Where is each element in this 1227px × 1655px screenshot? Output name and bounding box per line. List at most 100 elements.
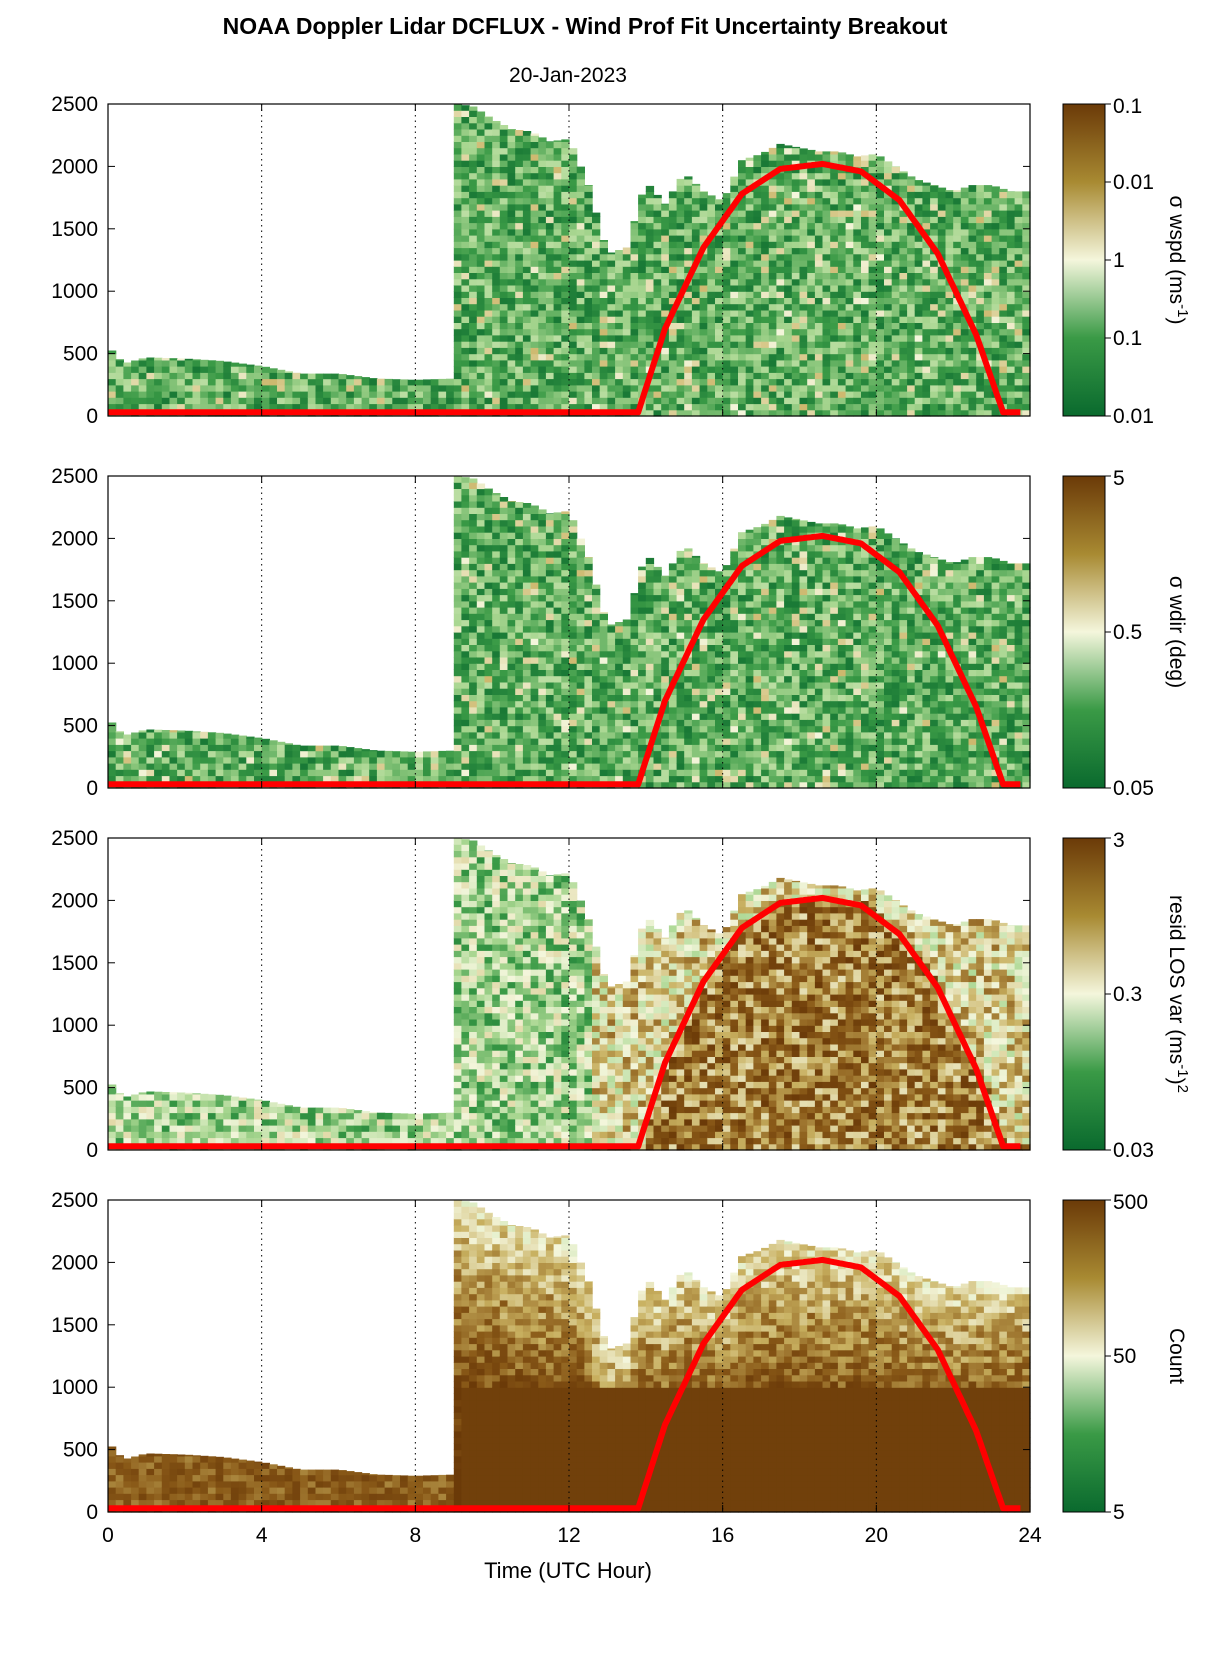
heatmap-cell — [177, 378, 186, 386]
heatmap-cell — [661, 203, 670, 211]
heatmap-cell — [476, 575, 486, 583]
heatmap-cell — [853, 391, 862, 398]
heatmap-cell — [722, 297, 731, 305]
heatmap-cell — [1014, 353, 1023, 361]
heatmap-cell — [907, 334, 916, 342]
heatmap-cell — [584, 675, 593, 683]
heatmap-cell — [738, 172, 747, 180]
heatmap-cell — [599, 397, 608, 405]
heatmap-cell — [569, 557, 578, 564]
heatmap-cell — [791, 341, 801, 348]
heatmap-cell — [738, 197, 747, 205]
heatmap-cell — [476, 111, 486, 118]
heatmap-cell — [530, 694, 539, 702]
heatmap-cell — [169, 403, 178, 411]
heatmap-cell — [569, 241, 578, 249]
heatmap-cell — [784, 397, 793, 405]
heatmap-cell — [622, 397, 632, 405]
heatmap-cell — [438, 756, 447, 764]
heatmap-cell — [645, 669, 655, 677]
heatmap-cell — [676, 197, 685, 205]
heatmap-cell — [615, 713, 624, 720]
heatmap-cell — [453, 260, 463, 267]
heatmap-cell — [745, 359, 754, 367]
heatmap-cell — [645, 657, 655, 664]
heatmap-cell — [645, 403, 655, 411]
heatmap-cell — [945, 210, 954, 217]
heatmap-cell — [738, 272, 747, 280]
heatmap-cell — [361, 384, 370, 392]
heatmap-cell — [761, 222, 770, 230]
heatmap-cell — [776, 191, 785, 199]
heatmap-cell — [937, 353, 947, 361]
heatmap-cell — [645, 359, 655, 367]
heatmap-cell — [630, 384, 639, 392]
heatmap-cell — [592, 378, 601, 386]
heatmap-cell — [653, 372, 662, 380]
heatmap-cell — [845, 359, 854, 367]
heatmap-cell — [499, 384, 509, 392]
heatmap-cell — [884, 228, 893, 236]
heatmap-cell — [684, 178, 693, 186]
heatmap-cell — [530, 253, 539, 261]
heatmap-cell — [499, 557, 509, 564]
heatmap-cell — [230, 775, 240, 783]
heatmap-cell — [960, 285, 970, 292]
heatmap-cell — [676, 713, 685, 720]
heatmap-cell — [861, 322, 870, 330]
heatmap-cell — [991, 372, 1000, 380]
heatmap-cell — [599, 353, 608, 361]
heatmap-cell — [538, 347, 547, 355]
heatmap-cell — [776, 347, 785, 355]
heatmap-cell — [884, 161, 893, 167]
heatmap-cell — [476, 519, 486, 527]
heatmap-cell — [569, 309, 578, 317]
heatmap-cell — [791, 228, 801, 236]
heatmap-cell — [861, 391, 870, 398]
heatmap-cell — [884, 409, 893, 417]
heatmap-cell — [1006, 391, 1016, 398]
heatmap-cell — [545, 191, 555, 199]
heatmap-cell — [684, 191, 693, 199]
heatmap-cell — [184, 358, 194, 361]
heatmap-cell — [638, 669, 647, 677]
heatmap-cell — [845, 297, 854, 305]
heatmap-cell — [545, 557, 555, 564]
heatmap-cell — [791, 222, 801, 230]
heatmap-cell — [907, 291, 916, 298]
heatmap-cell — [507, 222, 516, 230]
heatmap-cell — [822, 409, 831, 417]
heatmap-cell — [492, 322, 501, 330]
heatmap-cell — [545, 657, 555, 664]
heatmap-cell — [300, 378, 309, 386]
heatmap-cell — [738, 397, 747, 405]
heatmap-cell — [476, 129, 486, 136]
heatmap-cell — [492, 600, 501, 608]
heatmap-cell — [561, 384, 570, 392]
heatmap-cell — [584, 557, 593, 564]
heatmap-cell — [553, 291, 562, 298]
heatmap-cell — [753, 384, 762, 392]
heatmap-cell — [784, 191, 793, 199]
heatmap-cell — [461, 538, 470, 546]
heatmap-cell — [830, 316, 839, 323]
heatmap-cell — [530, 228, 539, 236]
heatmap-cell — [369, 391, 378, 398]
heatmap-cell — [507, 260, 516, 267]
heatmap-cell — [561, 594, 570, 602]
heatmap-cell — [661, 756, 670, 764]
heatmap-cell — [492, 519, 501, 527]
heatmap-cell — [254, 365, 263, 367]
heatmap-cell — [576, 738, 585, 745]
heatmap-cell — [576, 247, 585, 255]
heatmap-cell — [545, 166, 555, 174]
heatmap-cell — [853, 403, 862, 411]
heatmap-cell — [492, 607, 501, 614]
heatmap-cell — [461, 309, 470, 317]
heatmap-cell — [461, 588, 470, 596]
heatmap-cell — [169, 378, 178, 386]
heatmap-cell — [292, 756, 301, 764]
heatmap-cell — [476, 334, 486, 342]
heatmap-cell — [830, 241, 839, 249]
heatmap-cell — [492, 706, 501, 714]
